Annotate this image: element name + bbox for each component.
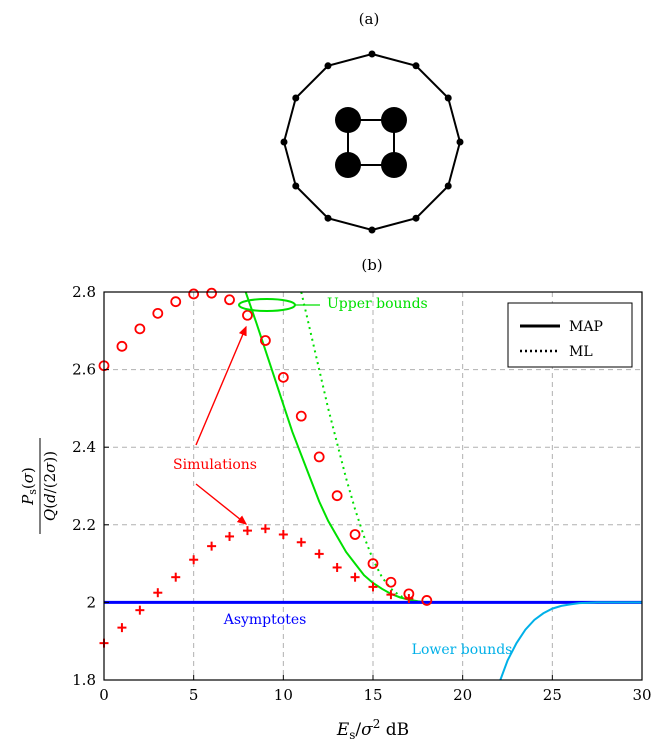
x-tick-label: 20 — [453, 686, 472, 704]
simulation-ml-point — [224, 294, 235, 306]
simulation-map-point — [207, 541, 217, 551]
simulation-ml-point — [116, 340, 128, 352]
panel-a-label: (a) — [359, 10, 380, 28]
outer-point — [368, 226, 376, 234]
simulation-ml-point — [152, 307, 164, 319]
simulation-map-point — [296, 537, 306, 547]
simulation-map-point — [278, 530, 288, 539]
outer-point — [292, 182, 300, 190]
simulation-ml-point — [331, 490, 343, 502]
legend-box — [507, 302, 633, 368]
simulation-ml-point — [170, 296, 182, 308]
simulation-ml-point — [259, 335, 271, 346]
simulation-map-point — [171, 572, 181, 582]
simulation-map-point — [260, 524, 270, 534]
lower-bound-line — [499, 601, 642, 680]
simulation-ml-point — [242, 309, 253, 321]
svg-text:Ps(σ): Ps(σ) — [19, 467, 39, 506]
chart: 0 5 10 15 20 25 30 1.8 2 2.2 2.4 2.6 2.8 Upper bound… — [19, 283, 652, 742]
inner-point — [335, 152, 361, 178]
x-tick-label: 30 — [632, 686, 651, 704]
simulation-ml-point — [367, 558, 379, 569]
outer-point — [444, 94, 452, 102]
outer-ring-polygon — [282, 52, 462, 232]
simulation-ml-point — [295, 410, 307, 422]
y-tick-label: 2.6 — [72, 361, 96, 379]
x-tick-label: 5 — [189, 686, 199, 704]
simulations-arrow-upper — [195, 325, 247, 446]
simulation-map-point — [386, 590, 396, 600]
simulation-ml-point — [188, 288, 200, 300]
x-axis-label: Es/σ2 dB — [336, 717, 409, 742]
y-axis-label: Ps(σ) Q(d/(2σ)) — [19, 438, 59, 534]
outer-point — [456, 138, 464, 146]
upper-bound-map-line — [244, 292, 427, 604]
simulation-map-point — [242, 526, 252, 536]
x-tick-label: 15 — [363, 686, 382, 704]
outer-point — [324, 62, 332, 70]
legend-label-ml: ML — [569, 344, 593, 360]
y-tick-label: 2 — [86, 593, 96, 611]
outer-point — [368, 50, 376, 58]
simulation-map-point — [117, 623, 127, 633]
constellation-diagram — [280, 50, 464, 234]
x-tick-label: 0 — [99, 686, 109, 704]
simulation-ml-point — [277, 371, 289, 383]
simulation-map-point — [314, 549, 324, 559]
svg-text:Q(d/(2σ)): Q(d/(2σ)) — [41, 451, 59, 521]
simulation-map-point — [368, 582, 378, 592]
lower-bounds-label: Lower bounds — [412, 642, 513, 658]
inner-point — [335, 107, 361, 133]
inner-square — [347, 119, 395, 166]
simulation-ml-point — [349, 529, 361, 540]
legend-label-map: MAP — [569, 319, 603, 335]
y-tick-label: 2.2 — [72, 516, 96, 534]
upper-bounds-label: Upper bounds — [327, 296, 428, 312]
simulation-map-point — [189, 555, 199, 565]
y-tick-label: 2.4 — [72, 438, 96, 456]
simulation-ml-point — [313, 451, 325, 463]
y-tick-label: 1.8 — [72, 671, 96, 689]
simulation-map-point — [135, 605, 145, 615]
inner-point — [381, 107, 407, 133]
outer-point — [412, 214, 420, 222]
simulation-map-point — [153, 588, 163, 598]
outer-point — [444, 182, 452, 190]
simulation-ml-point — [421, 595, 433, 606]
simulation-ml-point — [385, 576, 397, 588]
simulation-map-point — [225, 531, 235, 541]
simulation-ml-point — [206, 287, 218, 299]
outer-point — [292, 94, 300, 102]
outer-point — [280, 138, 288, 146]
x-tick-label: 25 — [543, 686, 562, 704]
simulations-label: Simulations — [173, 457, 257, 473]
outer-point — [324, 214, 332, 222]
simulations-arrow-lower — [195, 483, 248, 525]
upper-bound-ml-line — [300, 292, 427, 604]
simulation-map-point — [404, 594, 414, 604]
simulation-map-point — [332, 562, 342, 572]
simulation-ml-point — [134, 323, 146, 335]
x-tick-label: 10 — [274, 686, 293, 704]
asymptotes-label: Asymptotes — [223, 612, 307, 628]
panel-b-label: (b) — [361, 256, 382, 274]
outer-point — [412, 62, 420, 70]
y-tick-label: 2.8 — [72, 283, 96, 301]
inner-point — [381, 152, 407, 178]
legend: MAP ML — [507, 302, 633, 368]
simulation-map-point — [350, 572, 360, 582]
